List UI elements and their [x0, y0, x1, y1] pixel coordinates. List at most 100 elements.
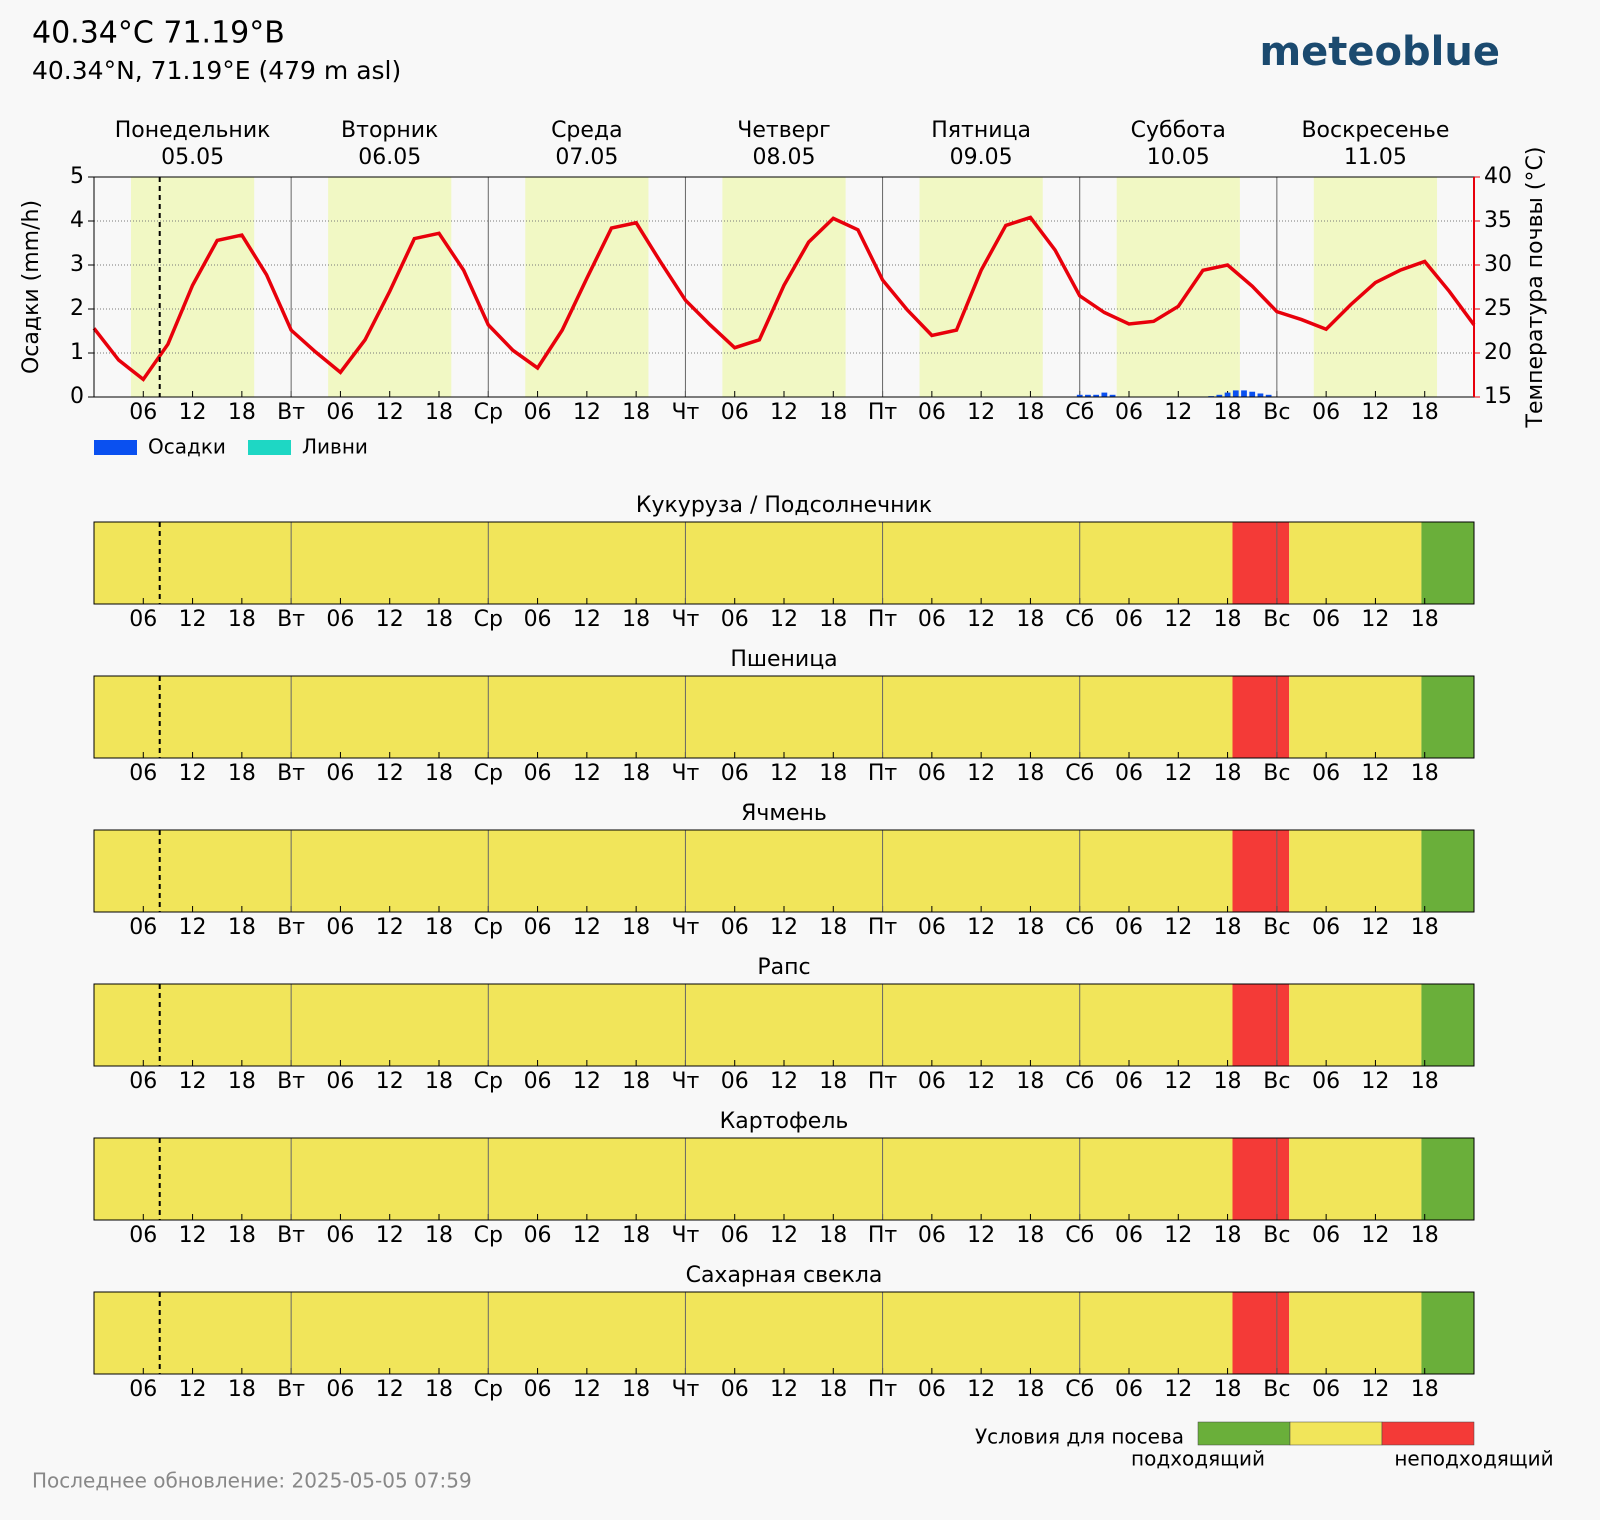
panel-title: Рапс [757, 955, 810, 980]
x-tick-label: Пт [868, 400, 898, 425]
x-tick-label: 06 [326, 400, 354, 425]
x-tick-label: 18 [425, 607, 453, 632]
x-tick-label: 18 [819, 607, 847, 632]
x-tick-label: Пт [868, 1377, 898, 1402]
legend-low-label: подходящий [1131, 1447, 1265, 1471]
condition-segment [1421, 1138, 1474, 1220]
condition-segment [1289, 1138, 1422, 1220]
footer: Последнее обновление: 2025-05-05 07:59 [32, 1469, 472, 1493]
x-tick-label: 12 [1361, 400, 1389, 425]
legend-swatch [248, 440, 291, 455]
x-tick-label: 06 [721, 607, 749, 632]
x-tick-label: 12 [1361, 761, 1389, 786]
x-tick-label: 12 [573, 1377, 601, 1402]
day-date: 08.05 [753, 145, 816, 170]
y2-tick-label: 25 [1484, 296, 1512, 321]
x-tick-label: 06 [1115, 1223, 1143, 1248]
day-name: Воскресенье [1301, 118, 1449, 143]
x-tick-label: Сб [1065, 1223, 1094, 1248]
x-tick-label: Сб [1065, 1377, 1094, 1402]
condition-segment [1232, 676, 1290, 758]
x-tick-label: 06 [524, 400, 552, 425]
x-tick-label: 06 [129, 607, 157, 632]
x-tick-label: 12 [1361, 1069, 1389, 1094]
x-tick-label: 18 [1016, 915, 1044, 940]
x-tick-label: Ср [474, 1377, 503, 1402]
x-tick-label: 12 [376, 400, 404, 425]
x-tick-label: 06 [129, 400, 157, 425]
x-tick-label: Пт [868, 915, 898, 940]
x-tick-label: 18 [622, 1069, 650, 1094]
condition-segment [94, 522, 1233, 604]
condition-segment [94, 1138, 1233, 1220]
subtitle: 40.34°N, 71.19°E (479 m asl) [32, 56, 401, 85]
x-tick-label: 18 [1214, 607, 1242, 632]
condition-segment [94, 676, 1233, 758]
precip-bar [1249, 391, 1256, 397]
y2-tick-label: 20 [1484, 340, 1512, 365]
x-tick-label: Вс [1263, 607, 1290, 632]
condition-segment [1421, 1292, 1474, 1374]
x-tick-label: Вт [277, 1069, 305, 1094]
x-tick-label: 06 [1115, 1377, 1143, 1402]
x-tick-label: 12 [967, 607, 995, 632]
x-tick-label: 18 [1016, 400, 1044, 425]
condition-segment [1232, 984, 1290, 1066]
x-tick-label: 06 [918, 400, 946, 425]
x-tick-label: 18 [1411, 1069, 1439, 1094]
x-tick-label: 12 [770, 915, 798, 940]
soil-temperature-line [92, 215, 1476, 382]
x-tick-label: 06 [129, 761, 157, 786]
x-tick-label: 12 [573, 761, 601, 786]
x-tick-label: 06 [918, 1223, 946, 1248]
panel-title: Сахарная свекла [686, 1263, 883, 1288]
x-tick-label: Вс [1263, 915, 1290, 940]
precip-bar [1232, 390, 1239, 397]
x-tick-label: 12 [1361, 607, 1389, 632]
daylight-band [525, 177, 649, 397]
condition-segment [1289, 676, 1422, 758]
precip-bar [1076, 394, 1083, 397]
x-tick-label: 18 [622, 761, 650, 786]
x-tick-label: 06 [1312, 1069, 1340, 1094]
x-tick-label: Ср [474, 915, 503, 940]
x-tick-label: Вт [277, 400, 305, 425]
x-tick-label: 12 [967, 915, 995, 940]
day-date: 11.05 [1344, 145, 1407, 170]
x-tick-label: 18 [425, 1377, 453, 1402]
day-name: Понедельник [115, 118, 271, 143]
x-tick-label: Пт [868, 1223, 898, 1248]
x-tick-label: Вт [277, 915, 305, 940]
x-tick-label: 12 [1361, 1377, 1389, 1402]
x-tick-label: 12 [770, 1223, 798, 1248]
x-tick-label: 18 [1016, 1377, 1044, 1402]
x-tick-label: 12 [967, 1069, 995, 1094]
x-tick-label: Вт [277, 761, 305, 786]
panel-title: Пшеница [730, 647, 837, 672]
x-tick-label: Вт [277, 1223, 305, 1248]
x-tick-label: 12 [376, 1377, 404, 1402]
precip-bar [1224, 392, 1231, 397]
x-tick-label: 18 [1214, 400, 1242, 425]
x-tick-label: 18 [1411, 1377, 1439, 1402]
x-tick-label: 18 [1016, 761, 1044, 786]
y-axis-label: Осадки (mm/h) [19, 200, 44, 374]
x-tick-label: 18 [228, 915, 256, 940]
condition-segment [1232, 830, 1290, 912]
x-tick-label: 06 [1115, 761, 1143, 786]
day-date: 10.05 [1147, 145, 1210, 170]
x-tick-label: 06 [326, 1069, 354, 1094]
x-tick-label: 18 [819, 400, 847, 425]
x-tick-label: 06 [1312, 915, 1340, 940]
x-tick-label: Пт [868, 761, 898, 786]
x-tick-label: 18 [622, 400, 650, 425]
condition-segment [94, 1292, 1233, 1374]
daylight-band [919, 177, 1043, 397]
panel-title: Ячмень [741, 801, 827, 826]
x-tick-label: Пт [868, 607, 898, 632]
x-tick-label: 12 [1164, 607, 1192, 632]
legend-title: Условия для посева [975, 1425, 1184, 1449]
x-tick-label: 12 [1164, 400, 1192, 425]
x-tick-label: 12 [967, 400, 995, 425]
